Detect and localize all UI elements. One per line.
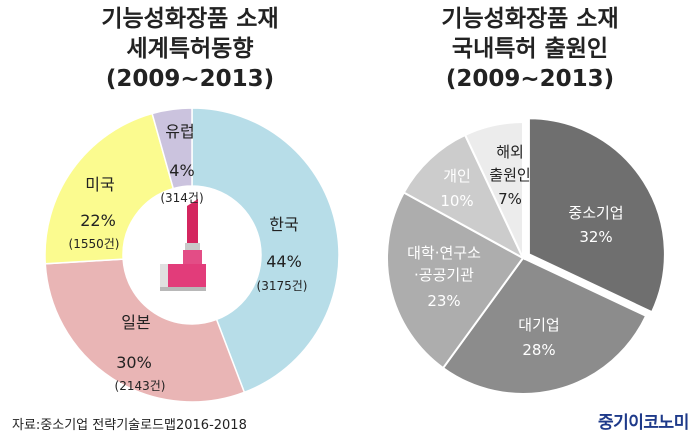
right-title-line-2: 국내특허 출원인	[451, 36, 609, 62]
donut-slice-europe	[151, 107, 193, 190]
pie-label-univ-name-1: 대학·연구소	[407, 244, 481, 262]
pie-label-foreign-percent: 7%	[498, 190, 522, 208]
right-title-line-3: (2009~2013)	[445, 66, 615, 92]
pie-label-foreign-name-1: 해외	[496, 143, 524, 161]
right-chart-title: 기능성화장품 소재 국내특허 출원인 (2009~2013)	[380, 4, 680, 94]
donut-label-korea-name: 한국	[269, 215, 298, 234]
donut-label-korea-percent: 44%	[266, 252, 302, 271]
publisher-logo: 중기이코노미	[598, 413, 689, 433]
lipstick-icon	[160, 199, 206, 291]
donut-label-europe-name: 유럽	[165, 122, 194, 141]
pie-label-univ-name-2: ·공공기관	[414, 266, 474, 284]
pie-label-individual-percent: 10%	[440, 192, 473, 210]
donut-label-korea-count: (3175건)	[257, 279, 308, 293]
donut-slice-japan	[44, 258, 246, 403]
donut-label-usa-percent: 22%	[80, 211, 116, 230]
pie-label-foreign-name-2: 출원인	[489, 166, 530, 184]
left-title-line-1: 기능성화장품 소재	[101, 6, 279, 32]
pie-label-large-name-1: 대기업	[518, 316, 559, 334]
donut-slice-korea	[191, 107, 340, 394]
left-chart-title: 기능성화장품 소재 세계특허동향 (2009~2013)	[40, 4, 340, 94]
pie-label-sme-percent: 32%	[579, 228, 612, 246]
pie-slice-sme	[527, 117, 666, 314]
donut-label-japan-count: (2143건)	[115, 379, 166, 393]
donut-label-japan-name: 일본	[121, 313, 150, 332]
right-title-line-1: 기능성화장품 소재	[441, 6, 619, 32]
donut-label-europe-count: (314건)	[160, 191, 203, 205]
donut-slice-usa	[44, 112, 175, 265]
donut-label-japan-percent: 30%	[116, 353, 152, 372]
world-patent-donut-chart: 한국 44% (3175건) 일본 30% (2143건) 미국 22% (1550건) 유럽 4%…	[44, 107, 340, 403]
pie-slice-univ	[386, 191, 525, 370]
pie-slice-foreign	[463, 120, 524, 259]
source-note: 자료:중소기업 전략기술로드맵2016-2018	[12, 418, 247, 433]
donut-label-europe-percent: 4%	[169, 161, 194, 180]
pie-slice-large	[441, 256, 648, 395]
pie-slice-individual	[402, 133, 526, 261]
pie-label-individual-name-1: 개인	[443, 167, 471, 185]
left-title-line-2: 세계특허동향	[126, 36, 254, 62]
donut-label-usa-name: 미국	[85, 175, 114, 194]
pie-label-large-percent: 28%	[522, 341, 555, 359]
pie-label-sme-name-1: 중소기업	[568, 204, 623, 222]
left-title-line-3: (2009~2013)	[105, 66, 275, 92]
pie-label-univ-percent: 23%	[427, 292, 460, 310]
donut-label-usa-count: (1550건)	[69, 237, 120, 251]
